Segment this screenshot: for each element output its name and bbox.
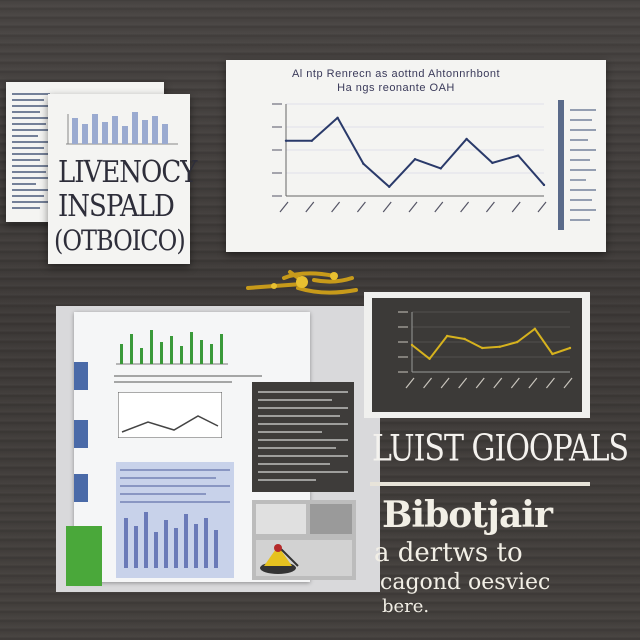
data-point xyxy=(463,337,466,341)
data-point xyxy=(388,185,391,188)
x-tick-label-mark xyxy=(305,201,315,213)
x-tick-label-mark xyxy=(408,201,418,213)
x-tick-label-mark xyxy=(510,377,520,389)
dark-text-block xyxy=(252,382,354,492)
mini-line-chart xyxy=(118,392,222,438)
side-legend-art xyxy=(558,100,596,230)
headline: LUIST GIOOPALS xyxy=(372,428,629,470)
data-point xyxy=(533,327,537,330)
x-tick-label-mark xyxy=(511,201,521,213)
data-point xyxy=(413,158,417,161)
x-tick-label-mark xyxy=(405,377,415,389)
x-tick-label-mark xyxy=(475,377,485,389)
data-point xyxy=(428,357,431,360)
card-line-2: INSPALD xyxy=(58,189,175,224)
x-tick-label-mark xyxy=(331,201,341,213)
yellow-figure-icon xyxy=(260,544,296,574)
yellow-flower-decoration xyxy=(246,270,358,295)
x-tick-label-mark xyxy=(485,201,495,213)
dashboard-board xyxy=(56,306,380,592)
card-line-3: (OTBOICO) xyxy=(54,224,186,257)
x-tick-label-mark xyxy=(440,377,450,389)
mini-bar-chart xyxy=(66,112,178,145)
dark-chart-card xyxy=(372,298,582,412)
data-point xyxy=(498,345,501,348)
text-lines-art xyxy=(12,93,50,209)
line-chart-panel: Al ntp Renrecn as aottnd Ahtonnrhbont Ha… xyxy=(226,60,606,252)
x-tick-label-mark xyxy=(528,377,538,389)
x-tick-label-mark xyxy=(279,201,289,213)
data-point xyxy=(516,340,519,344)
data-point xyxy=(491,161,494,165)
x-tick-label-mark xyxy=(493,377,503,389)
blue-marker xyxy=(74,420,88,448)
data-point xyxy=(310,139,313,142)
green-bar-chart xyxy=(116,330,228,365)
x-tick-label-mark xyxy=(356,201,366,213)
x-tick-label-mark xyxy=(423,377,433,389)
blue-marker xyxy=(74,362,88,390)
data-point xyxy=(481,346,484,350)
chart-title-line-2: Ha ngs reonante OAH xyxy=(337,82,455,94)
x-tick-label-mark xyxy=(563,377,573,389)
note-card-front: LIVENOCY INSPALD (OTBOICO) xyxy=(48,94,197,264)
chart-title-line-1: Al ntp Renrecn as aottnd Ahtonnrhbont xyxy=(291,68,501,80)
blue-marker xyxy=(74,474,88,502)
data-point xyxy=(568,346,572,350)
data-point xyxy=(542,183,546,187)
yellow-line-chart xyxy=(398,311,573,389)
tagline-title: Bibotjair xyxy=(382,494,553,536)
x-tick-label-mark xyxy=(537,201,547,213)
tagline-line-3: cagond oesviec xyxy=(380,570,551,595)
data-point xyxy=(465,137,468,141)
text-lines-art xyxy=(114,375,262,383)
x-tick-label-mark xyxy=(460,201,470,213)
tagline-line-2: a dertws to xyxy=(374,538,523,568)
data-point xyxy=(517,154,520,157)
data-point xyxy=(439,167,442,170)
line-chart xyxy=(272,103,547,213)
blue-table-image xyxy=(116,462,234,578)
card-line-1: LIVENOCY xyxy=(58,155,197,190)
x-tick-label-mark xyxy=(382,201,392,213)
tagline-line-4: bere. xyxy=(382,596,430,617)
x-tick-label-mark xyxy=(545,377,555,389)
data-point xyxy=(362,162,365,165)
data-point xyxy=(551,352,554,356)
divider xyxy=(370,482,590,486)
series-line xyxy=(411,327,571,360)
data-point xyxy=(284,139,288,142)
data-point xyxy=(445,334,449,338)
x-tick-label-mark xyxy=(434,201,444,213)
data-point xyxy=(410,343,414,347)
green-tab xyxy=(66,526,102,586)
data-point xyxy=(336,116,339,119)
series-line xyxy=(286,116,545,188)
x-tick-label-mark xyxy=(458,377,468,389)
